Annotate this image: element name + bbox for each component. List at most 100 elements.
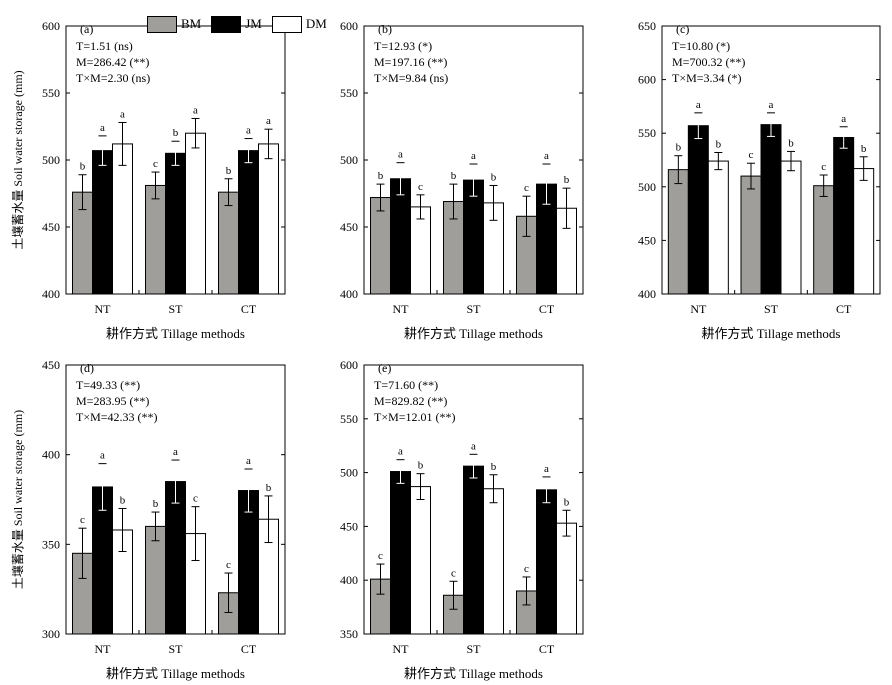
sig-letter: a	[266, 115, 271, 127]
y-tick-label: 450	[340, 220, 358, 234]
sig-letter: b	[80, 161, 86, 173]
x-tick-label-nt: NT	[95, 302, 112, 316]
sig-letter: c	[378, 550, 383, 562]
y-tick-label: 400	[42, 448, 60, 462]
y-axis-title-a: 土壤蓄水量 Soil water storage (mm)	[10, 70, 25, 249]
bar-bm-st	[145, 525, 166, 635]
bar-dm-nt	[410, 206, 431, 295]
legend-label-dm: DM	[305, 16, 327, 31]
bar-jm-st	[760, 124, 782, 295]
panel-label-e: (e)	[378, 361, 391, 375]
y-tick-label: 600	[42, 19, 60, 33]
x-tick-label-nt: NT	[393, 642, 410, 656]
stat-line: T=12.93 (*)	[374, 39, 432, 53]
bar-jm-st	[165, 152, 186, 295]
x-tick-label-st: ST	[168, 302, 183, 316]
x-tick-label-ct: CT	[836, 302, 852, 316]
sig-letter: b	[716, 138, 722, 150]
legend-item-dm: DM	[271, 15, 327, 33]
sig-letter: a	[100, 122, 105, 134]
stat-line: M=197.16 (**)	[374, 55, 447, 69]
stat-line: T×M=9.84 (ns)	[374, 71, 448, 85]
bar-bm-nt	[370, 197, 391, 295]
sig-letter: c	[524, 182, 529, 194]
stat-line: T×M=3.34 (*)	[672, 71, 742, 85]
x-axis-title-a: 耕作方式 Tillage methods	[106, 326, 245, 341]
bar-bm-st	[145, 184, 166, 295]
x-axis-title-d: 耕作方式 Tillage methods	[106, 666, 245, 681]
sig-letter: a	[544, 463, 549, 475]
bar-dm-st	[780, 160, 802, 295]
x-axis-title-b: 耕作方式 Tillage methods	[404, 326, 543, 341]
sig-letter: c	[418, 181, 423, 193]
y-tick-label: 600	[638, 73, 656, 87]
stat-line: M=829.82 (**)	[374, 394, 447, 408]
sig-letter: a	[246, 455, 251, 467]
sig-letter: c	[153, 158, 158, 170]
bar-jm-st	[463, 465, 484, 635]
stat-line: T=10.80 (*)	[672, 39, 730, 53]
bar-jm-nt	[390, 178, 411, 295]
y-tick-label: 400	[638, 287, 656, 301]
y-tick-label: 600	[340, 358, 358, 372]
legend: BM JM DM	[147, 14, 337, 34]
panel-a: 400 450 500 550 600 NT b a a ST c b a CT b a a (a) T=1.51 …	[10, 19, 286, 341]
sig-letter: b	[226, 165, 232, 177]
y-tick-label: 600	[340, 19, 358, 33]
y-tick-label: 550	[340, 412, 358, 426]
stat-line: T×M=12.01 (**)	[374, 410, 456, 424]
sig-letter: a	[120, 108, 125, 120]
panel-c: 400 450 500 550 600 650 NT b a b ST c a b CT c a b (c) T=10…	[638, 19, 881, 341]
bar-dm-ct	[258, 143, 279, 295]
bar-bm-ct	[813, 185, 835, 295]
sig-letter: a	[769, 99, 774, 111]
sig-letter: b	[491, 171, 497, 183]
y-tick-label: 400	[42, 287, 60, 301]
bar-dm-st	[483, 488, 504, 635]
x-axis-title-c: 耕作方式 Tillage methods	[702, 326, 841, 341]
sig-letter: b	[120, 494, 126, 506]
y-tick-label: 300	[42, 627, 60, 641]
legend-item-jm: JM	[211, 15, 262, 33]
x-tick-label-ct: CT	[241, 302, 257, 316]
bar-bm-nt	[667, 169, 689, 295]
panel-label-d: (d)	[80, 361, 94, 375]
sig-letter: a	[471, 150, 476, 162]
bar-dm-nt	[707, 160, 729, 295]
legend-label-bm: BM	[181, 16, 202, 31]
sig-letter: a	[193, 104, 198, 116]
sig-letter: a	[173, 446, 178, 458]
x-tick-label-ct: CT	[539, 302, 555, 316]
sig-letter: b	[564, 496, 570, 508]
x-tick-label-st: ST	[764, 302, 779, 316]
sig-letter: b	[266, 482, 272, 494]
y-axis-title-d: 土壤蓄水量 Soil water storage (mm)	[10, 410, 25, 589]
panel-label-a: (a)	[80, 22, 93, 36]
sig-letter: c	[821, 161, 826, 173]
y-tick-label: 500	[638, 180, 656, 194]
bar-dm-nt	[112, 143, 133, 295]
bar-bm-st	[740, 175, 762, 295]
sig-letter: a	[100, 450, 105, 462]
y-tick-label: 650	[638, 19, 656, 33]
sig-letter: b	[378, 170, 384, 182]
legend-swatch-bm	[147, 15, 177, 33]
y-tick-label: 550	[340, 86, 358, 100]
sig-letter: b	[451, 170, 457, 182]
sig-letter: a	[398, 446, 403, 458]
x-tick-label-ct: CT	[241, 642, 257, 656]
sig-letter: a	[398, 149, 403, 161]
y-tick-label: 500	[42, 153, 60, 167]
panel-d: 300 350 400 450 NT c a b ST b a c CT c a b (d) T=49.33 (*…	[10, 358, 286, 681]
bar-dm-ct	[556, 522, 577, 635]
stat-line: T×M=42.33 (**)	[76, 410, 158, 424]
y-tick-label: 350	[340, 627, 358, 641]
sig-letter: b	[564, 174, 570, 186]
sig-letter: b	[788, 137, 794, 149]
legend-swatch-jm	[211, 15, 242, 33]
panel-label-b: (b)	[378, 22, 392, 36]
stat-line: T=49.33 (**)	[76, 378, 140, 392]
sig-letter: a	[696, 99, 701, 111]
sig-letter: b	[418, 460, 424, 472]
y-tick-label: 450	[638, 233, 656, 247]
